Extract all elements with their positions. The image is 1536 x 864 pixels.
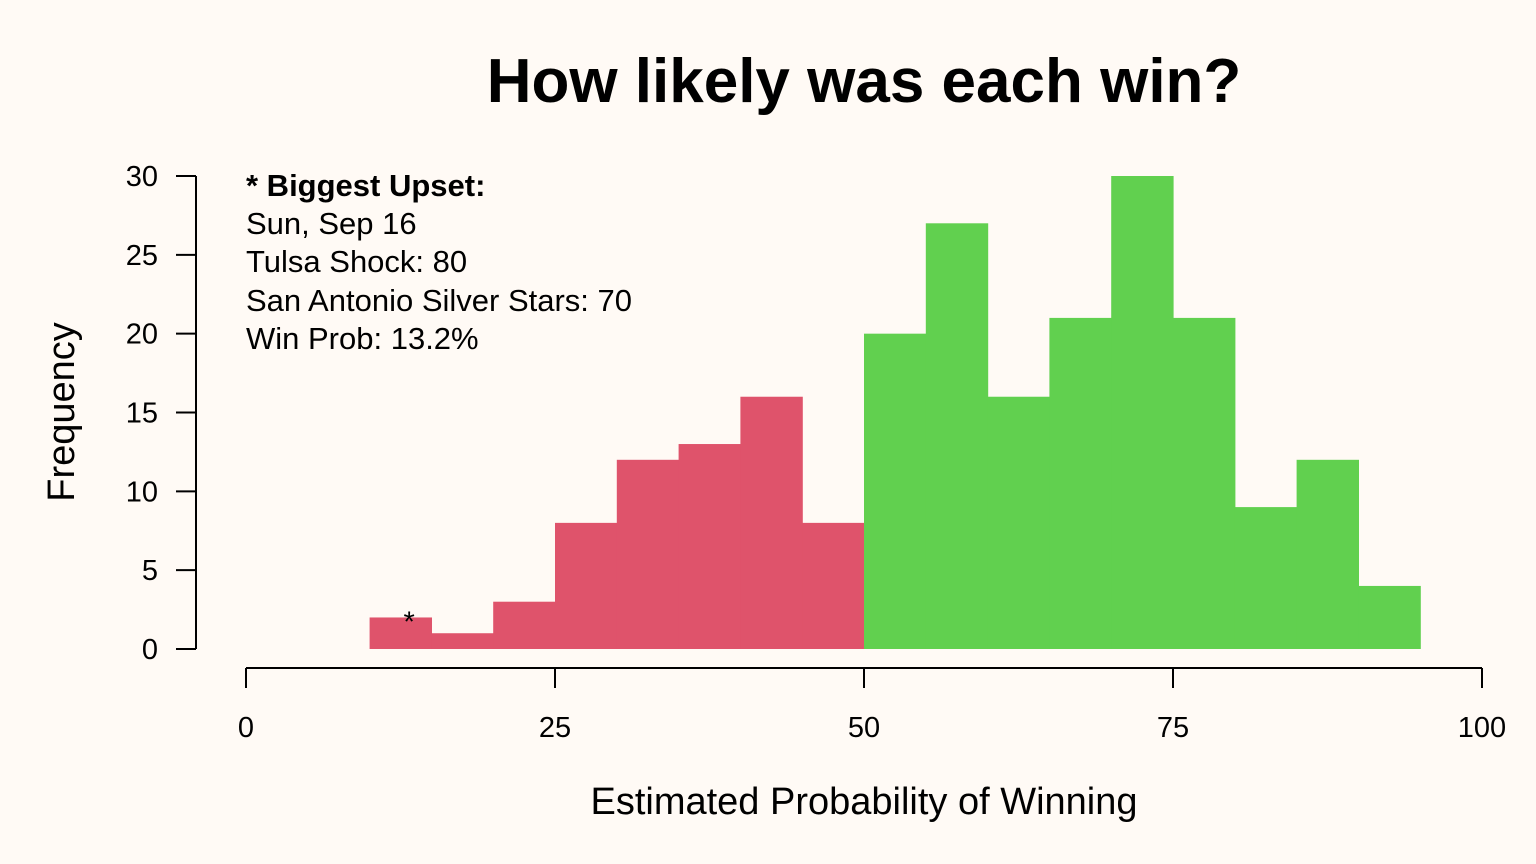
histogram-bar xyxy=(802,522,865,649)
histogram-bar xyxy=(1296,459,1359,649)
y-axis: 0 5 10 15 20 25 30 xyxy=(126,161,197,666)
histogram-bars xyxy=(369,176,1421,650)
histogram-bar xyxy=(1358,585,1421,649)
histogram-bar xyxy=(864,333,927,649)
y-tick-label: 0 xyxy=(142,634,158,666)
annotation-line: Tulsa Shock: 80 xyxy=(246,244,467,279)
y-tick-label: 30 xyxy=(126,161,158,193)
upset-marker: * xyxy=(404,606,415,638)
histogram-bar xyxy=(1111,176,1174,649)
histogram-bar xyxy=(616,459,680,649)
x-tick-label: 0 xyxy=(238,712,254,744)
annotation-line: Win Prob: 13.2% xyxy=(246,321,479,356)
y-tick-label: 10 xyxy=(126,476,158,508)
x-axis: 0 25 50 75 100 xyxy=(238,667,1506,744)
y-tick-label: 20 xyxy=(126,319,158,351)
x-tick-label: 100 xyxy=(1458,712,1506,744)
histogram-bar xyxy=(1234,507,1298,649)
x-tick-label: 25 xyxy=(539,712,571,744)
histogram-bar xyxy=(493,601,556,649)
x-axis-title: Estimated Probability of Winning xyxy=(590,781,1137,823)
y-tick-label: 5 xyxy=(142,555,158,587)
chart-title: How likely was each win? xyxy=(487,47,1242,116)
histogram-bar xyxy=(925,223,989,650)
histogram-bar xyxy=(740,396,803,649)
histogram-bar xyxy=(987,396,1050,649)
y-axis-title: Frequency xyxy=(41,322,83,502)
x-tick-label: 50 xyxy=(848,712,880,744)
y-tick-label: 15 xyxy=(126,398,158,430)
upset-annotation: * Biggest Upset: Sun, Sep 16 Tulsa Shock… xyxy=(246,168,632,356)
annotation-line: Sun, Sep 16 xyxy=(246,206,417,241)
histogram-bar xyxy=(678,444,741,649)
histogram-bar xyxy=(369,617,432,649)
x-tick-label: 75 xyxy=(1157,712,1189,744)
histogram-bar xyxy=(431,633,494,649)
annotation-heading: * Biggest Upset: xyxy=(246,168,485,203)
y-tick-label: 25 xyxy=(126,240,158,272)
annotation-line: San Antonio Silver Stars: 70 xyxy=(246,283,632,318)
histogram-bar xyxy=(1173,317,1236,649)
histogram-bar xyxy=(1049,317,1112,649)
histogram-bar xyxy=(555,522,618,649)
